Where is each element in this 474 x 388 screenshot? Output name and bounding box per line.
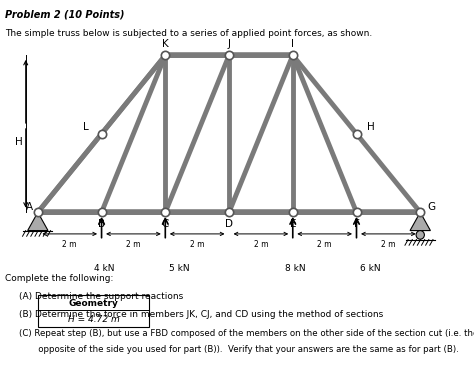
Text: I: I — [291, 39, 294, 49]
Text: 2 m: 2 m — [63, 240, 77, 249]
Polygon shape — [27, 212, 48, 230]
Text: 2 m: 2 m — [254, 240, 268, 249]
Text: E: E — [290, 219, 296, 229]
Text: Complete the following:: Complete the following: — [5, 274, 113, 282]
Text: H: H — [15, 137, 23, 147]
Text: C: C — [162, 219, 169, 229]
Text: 2 m: 2 m — [126, 240, 141, 249]
Text: H: H — [367, 123, 375, 132]
Text: L: L — [83, 123, 89, 132]
Text: Geometry: Geometry — [69, 299, 118, 308]
Text: 2 m: 2 m — [381, 240, 396, 249]
Text: 6 kN: 6 kN — [360, 264, 381, 273]
Text: (A) Determine the support reactions: (A) Determine the support reactions — [19, 292, 183, 301]
Text: (B) Determine the force in members JK, CJ, and CD using the method of sections: (B) Determine the force in members JK, C… — [19, 310, 383, 319]
Text: Problem 2 (10 Points): Problem 2 (10 Points) — [5, 10, 124, 20]
Text: J: J — [228, 39, 230, 49]
Circle shape — [416, 230, 424, 239]
Text: 4 kN: 4 kN — [93, 264, 114, 273]
Text: G: G — [428, 202, 436, 212]
Text: B: B — [98, 219, 105, 229]
Polygon shape — [410, 212, 430, 230]
Text: K: K — [162, 39, 169, 49]
Text: opposite of the side you used for part (B)).  Verify that your answers are the s: opposite of the side you used for part (… — [19, 345, 459, 354]
Text: A: A — [26, 202, 34, 212]
FancyBboxPatch shape — [38, 295, 149, 327]
Text: 5 kN: 5 kN — [169, 264, 190, 273]
Text: 2 m: 2 m — [190, 240, 204, 249]
Text: The simple truss below is subjected to a series of applied point forces, as show: The simple truss below is subjected to a… — [5, 29, 372, 38]
Text: 8 kN: 8 kN — [285, 264, 305, 273]
Text: F: F — [354, 219, 359, 229]
Text: 2 m: 2 m — [318, 240, 332, 249]
Text: D: D — [225, 219, 233, 229]
Text: (C) Repeat step (B), but use a FBD composed of the members on the other side of : (C) Repeat step (B), but use a FBD compo… — [19, 329, 474, 338]
Text: H = 4.72 m: H = 4.72 m — [68, 315, 119, 324]
